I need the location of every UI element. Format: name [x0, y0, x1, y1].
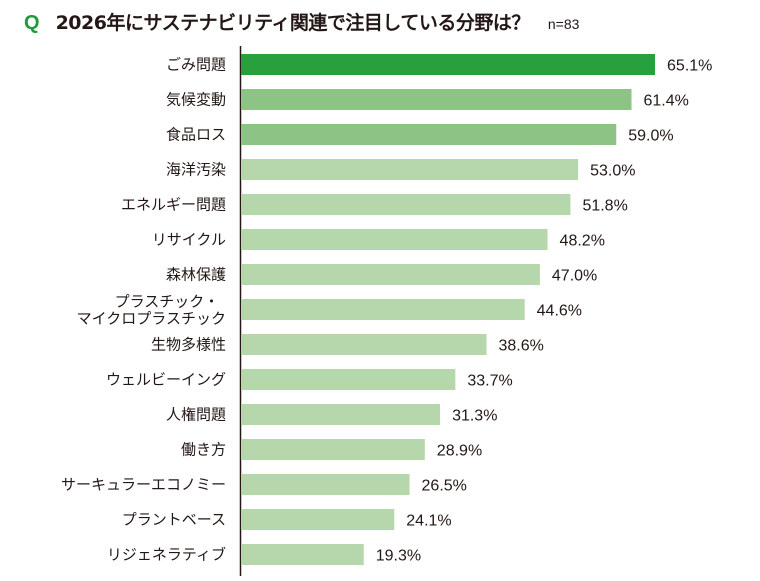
value-label: 61.4% [644, 93, 689, 110]
bar [241, 474, 410, 495]
value-label: 28.9% [437, 443, 482, 460]
value-label: 65.1% [667, 58, 712, 75]
category-label-line: マイクロプラスチック [77, 310, 226, 328]
bar [241, 229, 548, 250]
sample-size: n=83 [547, 16, 580, 32]
bar [241, 159, 579, 180]
value-label: 33.7% [467, 373, 512, 390]
value-label: 26.5% [422, 478, 467, 495]
category-label: 森林保護 [166, 266, 226, 284]
category-label: エネルギー問題 [121, 196, 226, 214]
category-label: 食品ロス [166, 126, 226, 144]
bar [241, 89, 632, 110]
bar [241, 124, 617, 145]
category-label: 海洋汚染 [166, 161, 226, 179]
bar [241, 194, 571, 215]
category-label: プラスチック・マイクロプラスチック [77, 293, 226, 328]
value-label: 44.6% [537, 303, 582, 320]
question-marker: Q [24, 12, 40, 34]
value-label: 38.6% [498, 338, 543, 355]
category-label: 人権問題 [166, 406, 226, 424]
category-label: 働き方 [181, 441, 226, 459]
value-label: 51.8% [582, 198, 627, 215]
category-label: ごみ問題 [166, 56, 226, 74]
chart-title: 2026年にサステナビリティ関連で注目している分野は？ [55, 12, 531, 34]
category-label: 気候変動 [166, 91, 226, 109]
bars-group: 65.1% ごみ問題 61.4% 気候変動 59.0% 食品ロス 53.0% 海洋汚染 51.8… [61, 54, 712, 565]
bar [241, 299, 525, 320]
bar [241, 334, 487, 355]
value-label: 31.3% [452, 408, 497, 425]
chart-title-row: Q 2026年にサステナビリティ関連で注目している分野は？ n=83 [24, 8, 579, 36]
bar [241, 439, 425, 460]
bar [241, 404, 441, 425]
value-label: 24.1% [406, 513, 451, 530]
category-label: ウェルビーイング [106, 371, 226, 389]
bar [241, 54, 656, 75]
value-label: 59.0% [628, 128, 673, 145]
value-label: 19.3% [376, 548, 421, 565]
category-label: サーキュラーエコノミー [61, 476, 226, 494]
bar [241, 544, 364, 565]
category-label: プラントベース [122, 511, 226, 529]
bar [241, 509, 395, 530]
bar [241, 264, 540, 285]
category-label: 生物多様性 [151, 336, 226, 354]
category-label-line: プラスチック・ [115, 293, 219, 311]
value-label: 48.2% [560, 233, 605, 250]
value-label: 53.0% [590, 163, 635, 180]
category-label: リサイクル [152, 231, 226, 249]
value-label: 47.0% [552, 268, 597, 285]
bar [241, 369, 456, 390]
category-label: リジェネラティブ [107, 546, 226, 564]
